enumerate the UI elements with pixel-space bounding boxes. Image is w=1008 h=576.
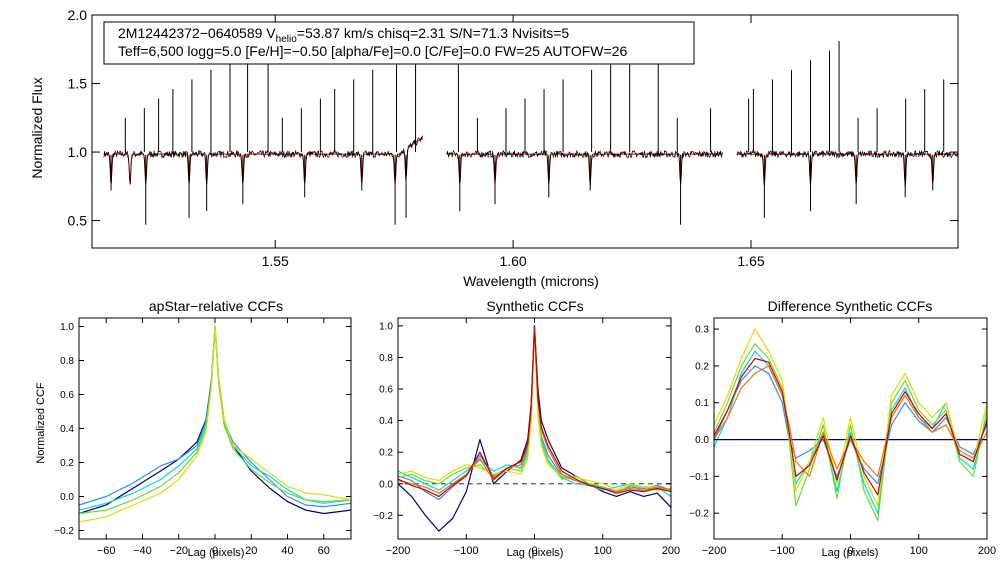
spectrum-plot-area (103, 41, 958, 225)
spectrum-ytick-label: 0.5 (68, 212, 88, 228)
spectrum-ytick-label: 1.0 (68, 144, 88, 160)
difference-ccf-ytick-label: 0.3 (695, 325, 709, 336)
synthetic-ccf-series-layer (398, 325, 671, 532)
spectrum-series-observed (446, 149, 723, 187)
apstar-ccf-plot-area (79, 325, 351, 523)
apstar-ccf-xtick-label: 20 (245, 545, 257, 557)
synthetic-ccf-panel: −200 −100 0 100 200 −0.2 0.0 0.2 0.4 0.6 0.8 1.0 Sy… (373, 298, 680, 559)
difference-ccf-series-visit-4 (714, 343, 987, 522)
spectrum-y-axis-label: Normalized Flux (29, 77, 45, 178)
apstar-ccf-xtick-label: −60 (97, 545, 116, 557)
synthetic-ccf-xtick-label: 100 (594, 545, 612, 557)
difference-ccf-xtick-label: 100 (910, 545, 928, 557)
synthetic-ccf-ytick-label: 0.8 (379, 353, 393, 364)
synthetic-ccf-ytick-label: 0.0 (379, 479, 393, 490)
synthetic-ccf-ytick-label: −0.2 (373, 511, 393, 522)
apstar-ccf-title: apStar−relative CCFs (149, 298, 283, 314)
spectrum-series-layer (103, 41, 958, 225)
spectrum-info-line2: Teff=6,500 logg=5.0 [Fe/H]=−0.50 [alpha/… (118, 43, 627, 59)
synthetic-ccf-ticks: −200 −100 0 100 200 −0.2 0.0 0.2 0.4 0.6 0.8 1.0 (373, 318, 680, 557)
difference-ccf-panel: −200 −100 0 100 200 −0.2 −0.1 0.0 0.1 0.2 0.3 Diff… (689, 298, 996, 559)
synthetic-ccf-ytick-label: 0.6 (379, 385, 393, 396)
synthetic-ccf-xtick-label: 200 (662, 545, 680, 557)
apstar-ccf-panel: −60 −40 −20 0 20 40 60 −0.2 0.0 0.2 0.4 0.6 0.8 1.0 a… (35, 298, 352, 559)
apstar-ccf-series-visit-5 (79, 325, 351, 523)
difference-ccf-ytick-label: 0.0 (695, 435, 709, 446)
apstar-ccf-ytick-label: 0.4 (60, 424, 74, 435)
spectrum-plot-frame (91, 14, 959, 249)
difference-ccf-ticks: −200 −100 0 100 200 −0.2 −0.1 0.0 0.1 0.2 0.3 (689, 318, 996, 557)
spectrum-ytick-label: 2.0 (68, 7, 88, 23)
apstar-ccf-xtick-label: 0 (212, 545, 218, 557)
spectrum-info-line1: 2M12442372−0640589 Vhelio=53.87 km/s chi… (118, 25, 569, 45)
difference-ccf-xtick-label: −200 (702, 545, 727, 557)
apstar-ccf-xtick-label: −40 (133, 545, 152, 557)
synthetic-ccf-plot-area (398, 325, 671, 532)
apstar-ccf-ytick-label: 1.0 (60, 322, 74, 333)
apstar-ccf-ticks: −60 −40 −20 0 20 40 60 −0.2 0.0 0.2 0.4 0.6 0.8 1.0 (54, 318, 351, 557)
spectrum-xtick-label: 1.65 (737, 253, 764, 269)
difference-ccf-series-layer (714, 328, 987, 522)
spectrum-series-observed (736, 149, 958, 188)
synthetic-ccf-title: Synthetic CCFs (486, 298, 583, 314)
synthetic-ccf-xtick-label: 0 (531, 545, 537, 557)
apstar-ccf-ytick-label: 0.2 (60, 458, 74, 469)
difference-ccf-ytick-label: −0.1 (689, 472, 709, 483)
difference-ccf-ytick-label: −0.2 (689, 509, 709, 520)
synthetic-ccf-ytick-label: 0.4 (379, 416, 393, 427)
apstar-ccf-ytick-label: 0.0 (60, 492, 74, 503)
difference-ccf-xtick-label: 0 (847, 545, 853, 557)
apstar-ccf-ytick-label: −0.2 (54, 526, 74, 537)
apstar-ccf-ytick-label: 0.6 (60, 390, 74, 401)
spectrum-xtick-label: 1.60 (499, 253, 526, 269)
difference-ccf-series-visit-5 (714, 328, 987, 507)
difference-ccf-series-visit-7 (714, 357, 987, 496)
spectrum-xtick-label: 1.55 (262, 253, 289, 269)
spectrum-ticks: 1.55 1.60 1.65 0.5 1.0 1.5 2.0 (68, 7, 958, 269)
apstar-ccf-xtick-label: 40 (281, 545, 293, 557)
spectrum-x-axis-label: Wavelength (microns) (463, 273, 599, 289)
difference-ccf-series-visit-6 (714, 365, 987, 477)
synthetic-ccf-x-axis-label: Lag (pixels) (507, 547, 564, 559)
difference-ccf-title: Difference Synthetic CCFs (768, 298, 933, 314)
synthetic-ccf-ytick-label: 0.2 (379, 448, 393, 459)
apstar-ccf-y-axis-label: Normalized CCF (35, 382, 47, 464)
difference-ccf-plot-area (714, 328, 987, 522)
apstar-ccf-series-layer (79, 325, 351, 523)
apstar-ccf-xtick-label: −20 (169, 545, 188, 557)
spectrum-ytick-label: 1.5 (68, 75, 88, 91)
difference-ccf-xtick-label: −100 (770, 545, 795, 557)
spectrum-info-line1-subscript: helio (276, 34, 298, 45)
spectrum-series-observed (103, 135, 423, 185)
difference-ccf-x-axis-label: Lag (pixels) (822, 547, 879, 559)
apstar-ccf-x-axis-label: Lag (pixels) (188, 547, 245, 559)
synthetic-ccf-xtick-label: −100 (454, 545, 479, 557)
synthetic-ccf-ytick-label: 1.0 (379, 321, 393, 332)
synthetic-ccf-xtick-label: −200 (386, 545, 411, 557)
spectrum-panel: 1.55 1.60 1.65 0.5 1.0 1.5 2.0 2M12442372−0640… (29, 7, 959, 289)
synthetic-ccf-series-visit-7 (398, 325, 671, 497)
apstar-ccf-xtick-label: 60 (318, 545, 330, 557)
difference-ccf-xtick-label: 200 (978, 545, 996, 557)
difference-ccf-ytick-label: 0.1 (695, 398, 709, 409)
spectrum-info-line1-prefix: 2M12442372−0640589 V (118, 25, 276, 41)
spectrum-info-box (103, 21, 695, 65)
difference-ccf-ytick-label: 0.2 (695, 361, 709, 372)
apstar-ccf-ytick-label: 0.8 (60, 356, 74, 367)
spectrum-info-line1-suffix: =53.87 km/s chisq=2.31 S/N=71.3 Nvisits=… (297, 25, 570, 41)
